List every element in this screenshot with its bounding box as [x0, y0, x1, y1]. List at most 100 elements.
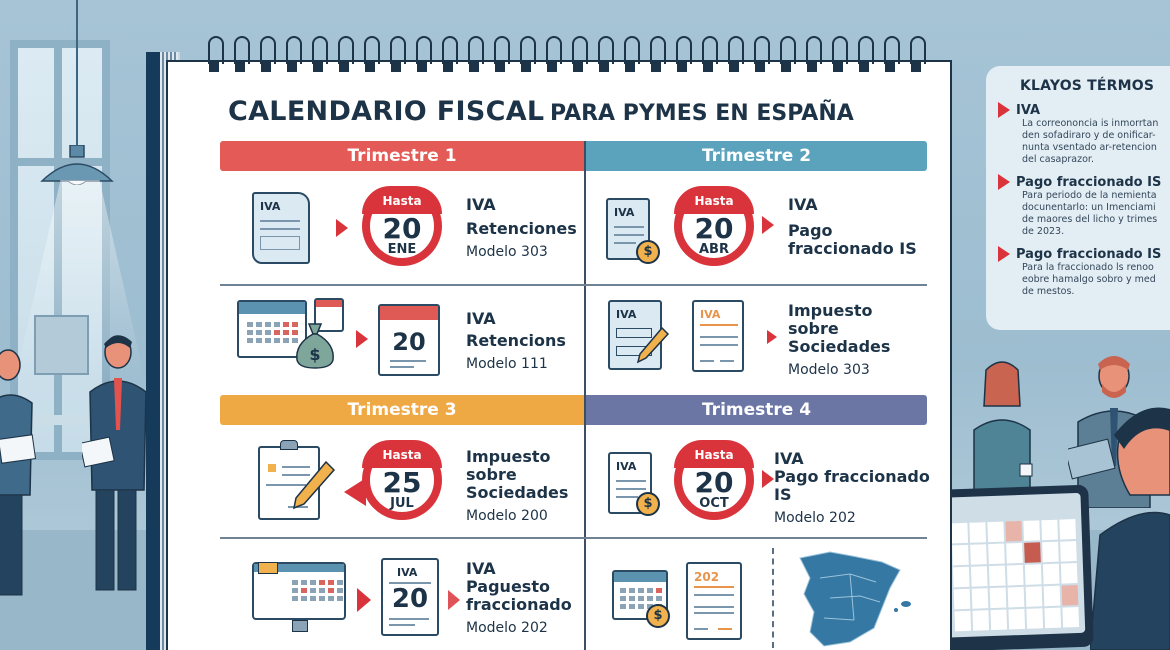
dollar-coin-icon: $: [636, 240, 660, 264]
lamp-cord: [76, 0, 78, 150]
tax-info: Impuesto sobre Sociedades Modelo 200: [466, 448, 568, 526]
tax-line: IVA: [788, 195, 818, 214]
money-bag-icon: $: [296, 323, 334, 369]
row-divider: [220, 537, 927, 539]
term-description: Para periodo de la nemienta docunentarlo…: [1022, 190, 1158, 237]
calendar-money-bag-icon: [237, 300, 307, 358]
doc-label: 202: [694, 570, 720, 584]
deadline-badge: Hasta 20 ENE: [362, 186, 442, 266]
badge-day: 20: [694, 466, 734, 499]
tax-line: IVA: [466, 309, 496, 328]
tax-model: Modelo 200: [466, 508, 548, 524]
arrow-right-icon: [762, 470, 774, 488]
quarter-label: Trimestre 1: [347, 146, 457, 166]
iva-document-icon: IVA 20: [381, 558, 439, 636]
badge-day: 20: [694, 212, 734, 245]
badge-month: ABR: [699, 242, 729, 257]
arrow-left-icon: [344, 478, 366, 506]
tax-model: Modelo 202: [774, 510, 856, 526]
svg-text:$: $: [309, 345, 320, 364]
tax-line: Sociedades: [466, 483, 569, 502]
key-terms-panel: KLAYOS TÉRMOS IVA La correononcia is inm…: [986, 66, 1170, 330]
quarter-header-4: Trimestre 4: [586, 395, 927, 425]
badge-day: 20: [382, 212, 422, 245]
pencil-icon: [292, 460, 336, 510]
tax-line: Pago: [788, 221, 833, 240]
dollar-coin-icon: $: [636, 492, 660, 516]
arrow-right-icon: [448, 590, 460, 610]
term-title: Pago fraccionado IS: [1016, 174, 1162, 190]
tax-line: Retencions: [466, 331, 566, 350]
badge-hasta: Hasta: [362, 440, 442, 468]
tax-info: IVA Retenciones Modelo 303: [466, 196, 577, 262]
tax-line: fraccionado: [466, 595, 572, 614]
tax-line: Paguesto: [466, 577, 550, 596]
deadline-badge: Hasta 25 JUL: [362, 440, 442, 520]
term-title: IVA: [1016, 102, 1041, 118]
badge-month: OCT: [699, 496, 729, 511]
term-item: Pago fraccionado IS Para la fraccionado …: [998, 246, 1170, 298]
quarter-header-2: Trimestre 2: [586, 141, 927, 171]
tax-line: Impuesto: [466, 447, 551, 466]
badge-hasta: Hasta: [674, 186, 754, 214]
quarter-label: Trimestre 2: [701, 146, 812, 166]
tax-line: IVA: [466, 195, 496, 214]
doc-label: IVA: [616, 308, 637, 321]
iva-report-document-icon: IVA: [692, 300, 744, 372]
tax-info: Impuesto sobre Sociedades Modelo 303: [788, 302, 890, 380]
badge-hasta: Hasta: [674, 440, 754, 468]
tax-model: Modelo 303: [788, 362, 870, 378]
tax-model: Modelo 303: [466, 244, 548, 260]
arrow-right-icon: [357, 588, 371, 612]
page-title: CALENDARIO FISCAL PARA PYMES EN ESPAÑA: [228, 96, 928, 127]
background-monitor: [34, 315, 89, 375]
deadline-badge: Hasta 20 ABR: [674, 186, 754, 266]
tax-info: IVA Pago fraccionado IS: [788, 196, 917, 258]
term-description: La correononcia is inmorrtan den sofadir…: [1022, 118, 1159, 165]
arrow-right-icon: [767, 330, 777, 344]
document-day: 20: [391, 584, 429, 614]
tax-line: IVA: [466, 559, 496, 578]
arrow-right-icon: [762, 216, 774, 234]
arrow-right-icon: [336, 219, 348, 237]
tax-line: Retenciones: [466, 219, 577, 238]
deadline-badge: Hasta 20 OCT: [674, 440, 754, 520]
quarter-label: Trimestre 3: [347, 400, 457, 420]
tax-line: Impuesto: [788, 301, 873, 320]
businesswoman-figure: [0, 349, 37, 596]
tax-line: Sociedades: [788, 337, 891, 356]
quarter-label: Trimestre 4: [701, 400, 812, 420]
column-divider: [584, 141, 586, 395]
arrow-right-icon: [356, 330, 368, 348]
red-triangle-bullet-icon: [998, 246, 1010, 262]
calendar-date-icon: 20: [378, 304, 440, 376]
key-terms-title: KLAYOS TÉRMOS: [1020, 78, 1155, 94]
title-bold: CALENDARIO FISCAL: [228, 96, 545, 127]
tax-line: sobre: [788, 319, 839, 338]
spiral-binding: [205, 36, 926, 76]
term-item: Pago fraccionado IS Para periodo de la n…: [998, 174, 1170, 238]
pencil-icon: [636, 326, 670, 364]
tax-line: IVA: [774, 449, 804, 468]
row-divider: [220, 284, 927, 286]
doc-label: IVA: [260, 200, 281, 213]
column-divider: [584, 395, 586, 650]
form-202-document-icon: 202: [686, 562, 742, 640]
iva-clipboard-coin-icon: IVA: [606, 198, 650, 260]
tax-model: Modelo 202: [466, 620, 548, 636]
term-item: IVA La correononcia is inmorrtan den sof…: [998, 102, 1170, 166]
doc-label: IVA: [614, 206, 635, 219]
badge-hasta: Hasta: [362, 186, 442, 214]
term-description: Para la fraccionado ls renoo eobre hamal…: [1022, 262, 1156, 297]
iva-scroll-icon: IVA: [252, 192, 310, 264]
spain-map-icon: [799, 551, 911, 647]
doc-label: IVA: [397, 566, 418, 579]
dollar-coin-icon: $: [646, 604, 670, 628]
calendar-day: 20: [392, 328, 426, 356]
desktop-calendar-icon: [252, 562, 346, 632]
badge-month: JUL: [390, 496, 414, 511]
term-title: Pago fraccionado IS: [1016, 246, 1162, 262]
title-rest: PARA PYMES EN ESPAÑA: [549, 101, 854, 126]
tax-line: IS: [774, 485, 792, 504]
pendant-lamp-icon: [40, 145, 114, 185]
